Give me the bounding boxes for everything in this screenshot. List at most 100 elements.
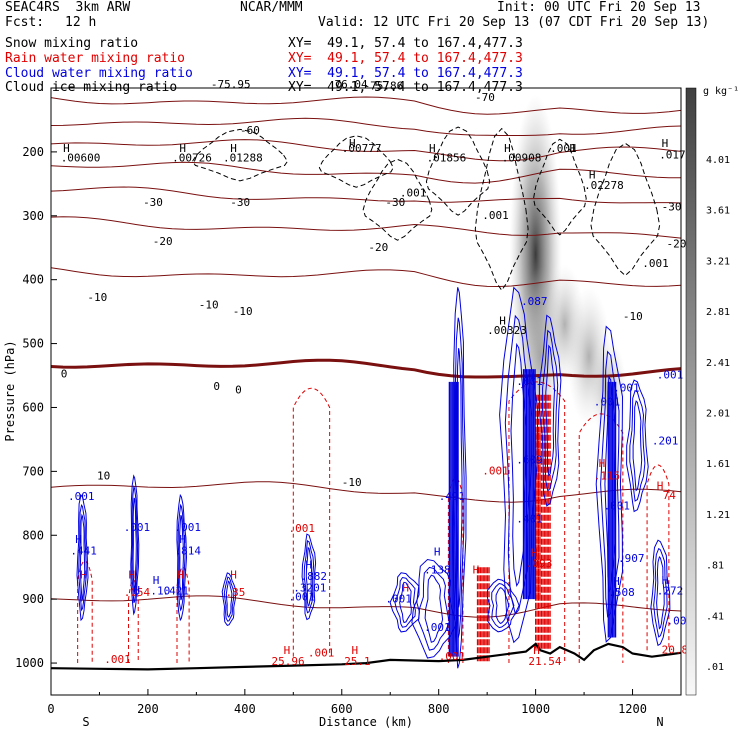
temperature-contour-line [51, 216, 681, 239]
snow-max-label: H [349, 137, 356, 150]
cloud-water-max-label: .609 [516, 454, 543, 467]
snow-max-label: H [499, 314, 506, 327]
cloud-water-contour-line [79, 513, 86, 603]
temperature-contour-line [51, 358, 681, 379]
cloud-water-max-label: .138 [424, 564, 451, 577]
cloud-water-contour-line [545, 344, 556, 477]
colorbar-tick-label: 2.81 [706, 307, 730, 318]
cloud-water-max-label: H [305, 558, 312, 571]
rain-max-label: 74 [663, 489, 677, 502]
snow-max-label: .00908 [502, 151, 542, 164]
snow-contour-line [590, 142, 661, 277]
cloud-water-contour-line [653, 547, 668, 638]
temperature-label: -70 [475, 91, 495, 104]
rain-max-label: 20.8 [662, 643, 689, 656]
cloud-water-contour-line [650, 539, 671, 647]
temperature-label: -30 [143, 196, 163, 209]
cloud-water-max-label: H [434, 546, 441, 559]
snow-contour-line [474, 127, 529, 292]
snow-contour-line [362, 158, 433, 241]
rain-max-label: H [657, 479, 664, 492]
rain-max-label: .001 [104, 653, 131, 666]
temperature-label: 10 [97, 470, 110, 483]
rain-max-label: 25.96 [272, 655, 305, 668]
cloud-water-contour-line [595, 325, 624, 643]
colorbar-tick-label: 3.61 [706, 206, 730, 217]
snow-max-label: H [589, 169, 596, 182]
snow-max-label: .00777 [342, 142, 382, 155]
cloud-ice-shading [509, 94, 627, 447]
y-tick-label: 300 [22, 209, 44, 223]
x-end-label-south: S [82, 715, 89, 729]
model-title: SEAC4RS 3km ARW [5, 0, 131, 15]
x-tick-label: 400 [234, 702, 256, 716]
temperature-label: 0 [235, 383, 242, 396]
cloud-water-max-label: .001 [613, 382, 640, 395]
y-tick-label: 800 [22, 528, 44, 542]
rain-max-label: H [129, 569, 136, 582]
snow-max-label: H [230, 142, 237, 155]
temperature-label: -20 [153, 235, 173, 248]
temperature-contour-line [51, 161, 681, 184]
legend-rain-name: Rain water mixing ratio [5, 51, 186, 66]
temperature-contour-line [51, 96, 681, 115]
temperature-label: -20 [666, 238, 686, 251]
cloud-water-max-label: .10 [150, 585, 170, 598]
colorbar-tick-label: 1.21 [706, 510, 730, 521]
cloud-water-contours [76, 286, 671, 669]
cloud-water-contour-line [424, 574, 444, 643]
x-tick-label: 0 [47, 702, 54, 716]
temperature-label: -10 [342, 476, 362, 489]
cloud-water-max-label: .907 [618, 552, 645, 565]
snow-max-label: .0171 [659, 148, 692, 161]
colorbar-gradient [685, 87, 697, 696]
plot-frame [50, 87, 682, 696]
cloud-water-max-label: .001 [68, 490, 95, 503]
temperature-label: -10 [233, 305, 253, 318]
forecast-label: Fcst: [5, 15, 45, 30]
legend-snow-name: Snow mixing ratio [5, 36, 139, 51]
rain-max-label: H [80, 569, 87, 582]
snow-max-label: .001 [482, 209, 509, 222]
cloud-water-contour-line [131, 485, 139, 604]
temperature-label: -60 [240, 124, 260, 137]
rain-contour-line [646, 464, 670, 651]
cloud-water-max-label: H [75, 533, 82, 546]
cloud-water-max-label: .814 [175, 544, 202, 557]
rain-max-label: H [230, 569, 237, 582]
cloud-water-contour-line [495, 587, 510, 624]
valid-time: Valid: 12 UTC Fri 20 Sep 13 (07 CDT Fri … [318, 15, 710, 30]
rain-max-label: H [177, 569, 184, 582]
cloud-water-max-label: .001 [385, 592, 412, 605]
y-tick-label: 700 [22, 464, 44, 478]
rain-max-label: H [351, 644, 358, 657]
cloud-water-max-label: .001 [603, 500, 630, 513]
temperature-label: -30 [662, 201, 682, 214]
snow-max-label: .001 [642, 257, 669, 270]
cloud-water-contour-line [632, 400, 643, 492]
colorbar: 4.01 3.61 3.21 2.81 2.41 2.01 1.61 1.21 .81 .41 .0… [685, 86, 739, 696]
snow-max-label: .00726 [172, 151, 212, 164]
rain-max-label: .115 [594, 470, 621, 483]
cloud-water-max-label: .201 [652, 435, 679, 448]
cloud-water-max-label: H [662, 574, 669, 587]
cloud-water-contour-line [225, 580, 233, 618]
temperature-label: -75.95 [211, 78, 251, 91]
cloud-water-contour-line [626, 379, 649, 513]
y-axis-label: Pressure (hPa) [3, 340, 17, 441]
y-tick-label: 600 [22, 400, 44, 414]
snow-max-label: .01288 [223, 151, 263, 164]
cloud-water-contour-line [499, 286, 539, 644]
rain-max-label: 21.54 [528, 655, 561, 668]
cloud-water-contour-line [394, 576, 416, 628]
rain-max-label: .001 [288, 522, 315, 535]
colorbar-tick-label: .41 [706, 611, 724, 622]
rain-max-label: .001 [308, 647, 335, 660]
colorbar-tick-label: 2.01 [706, 409, 730, 420]
init-time: Init: 00 UTC Fri 20 Sep 13 [497, 0, 701, 15]
rain-max-label: .054 [124, 586, 151, 599]
cloud-water-max-label: .001 [124, 521, 151, 534]
forecast-value: 12 h [65, 15, 97, 30]
rain-max-label: 25.1 [344, 655, 371, 668]
